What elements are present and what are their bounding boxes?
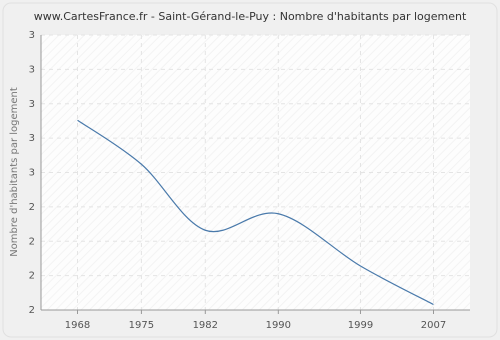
y-tick-label: 3 bbox=[29, 30, 35, 41]
line-series bbox=[77, 119, 434, 306]
y-axis-label: Nombre d'habitants par logement bbox=[9, 87, 20, 257]
x-tick-label: 1975 bbox=[129, 320, 154, 331]
x-tick-label: 1968 bbox=[65, 320, 90, 331]
y-tick-label: 3 bbox=[29, 64, 35, 75]
y-tick-label: 2 bbox=[29, 202, 35, 213]
x-tick-label: 2007 bbox=[421, 320, 446, 331]
x-tick-label: 1999 bbox=[348, 320, 373, 331]
x-tick-label: 1982 bbox=[193, 320, 218, 331]
y-tick-label: 3 bbox=[29, 168, 35, 179]
y-tick-label: 2 bbox=[29, 271, 35, 282]
x-tick-label: 1990 bbox=[266, 320, 291, 331]
y-tick-label: 3 bbox=[29, 99, 35, 110]
y-tick-label: 2 bbox=[29, 236, 35, 247]
chart-title: www.CartesFrance.fr - Saint-Gérand-le-Pu… bbox=[34, 10, 467, 23]
y-tick-label: 3 bbox=[29, 133, 35, 144]
y-tick-label: 2 bbox=[29, 305, 35, 316]
plot-area bbox=[41, 35, 470, 310]
